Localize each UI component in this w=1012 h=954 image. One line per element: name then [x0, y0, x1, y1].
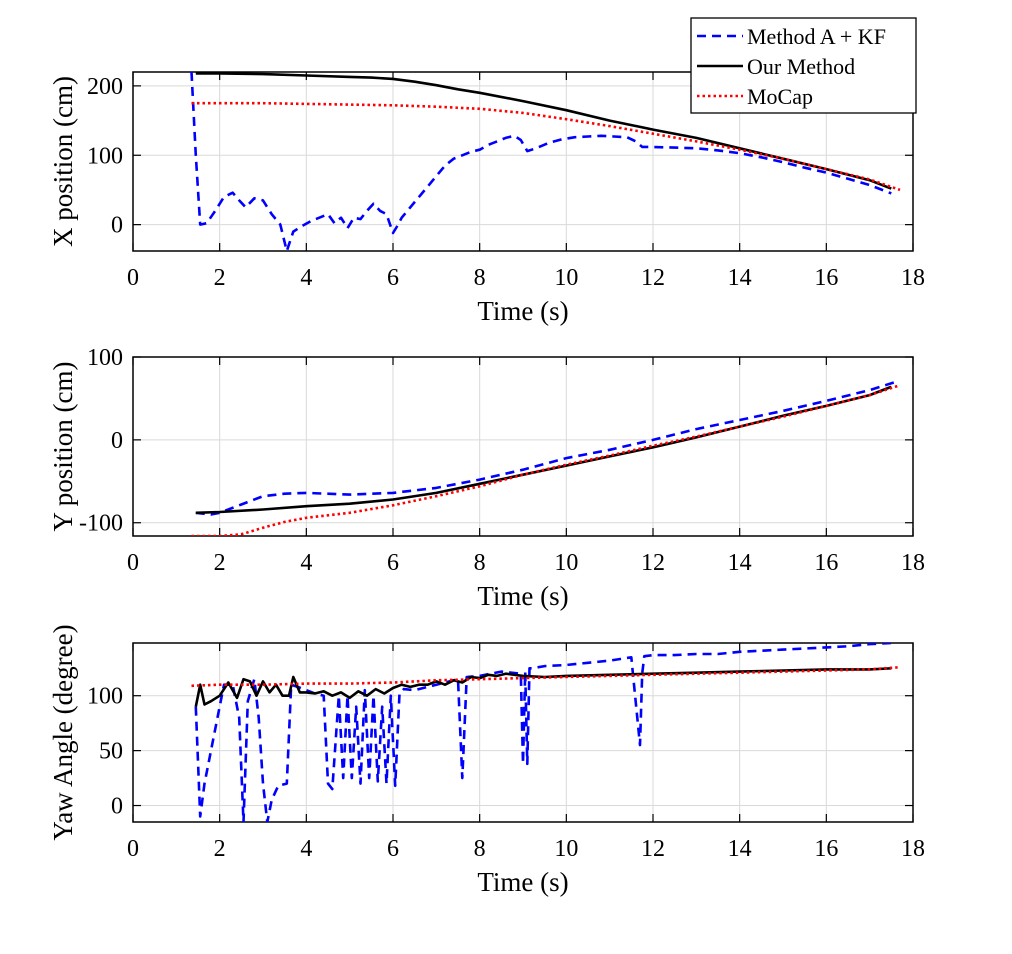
x-tick-label: 6	[387, 550, 399, 576]
y-axis-label: X position (cm)	[48, 76, 78, 247]
series-line-method-a-kf	[194, 643, 892, 822]
x-tick-label: 4	[300, 550, 312, 576]
x-axis-label: Time (s)	[477, 867, 568, 897]
x-tick-label: 2	[214, 550, 226, 576]
legend-label: MoCap	[747, 84, 813, 109]
x-tick-label: 8	[474, 550, 486, 576]
series-line-mocap	[191, 665, 901, 688]
y-tick-label: 200	[87, 74, 123, 100]
x-tick-label: 8	[474, 836, 486, 862]
series-line-mocap	[191, 383, 901, 536]
x-tick-label: 18	[901, 836, 925, 862]
x-tick-label: 4	[300, 836, 312, 862]
subplot-1: 0 2 4 6 8 10 12 14 16 18 0 100 200 Time (s) X position…	[48, 71, 925, 326]
y-tick-label: -100	[79, 511, 123, 537]
axes-box	[132, 71, 914, 252]
x-tick-label: 10	[554, 265, 578, 291]
y-tick-label: 0	[111, 213, 123, 239]
x-tick-label: 16	[814, 265, 838, 291]
x-tick-label: 18	[901, 550, 925, 576]
x-tick-label: 14	[728, 836, 752, 862]
x-tick-label: 4	[300, 265, 312, 291]
x-tick-label: 14	[728, 550, 752, 576]
y-axis-label: Y position (cm)	[48, 362, 78, 532]
legend-label: Our Method	[747, 54, 855, 79]
series-line-our-method	[195, 72, 892, 190]
subplot-3: 0 2 4 6 8 10 12 14 16 18 0 50 100 Time (s) Yaw Angle (…	[48, 624, 925, 897]
legend-label: Method A + KF	[747, 24, 886, 49]
x-tick-label: 18	[901, 265, 925, 291]
x-tick-label: 8	[474, 265, 486, 291]
x-tick-label: 12	[641, 550, 665, 576]
y-tick-label: 0	[111, 794, 123, 820]
legend: Method A + KF Our Method MoCap	[690, 17, 917, 114]
y-tick-label: 0	[111, 428, 123, 454]
x-tick-label: 10	[554, 550, 578, 576]
x-axis-label: Time (s)	[477, 581, 568, 611]
series-line-method-a-kf	[195, 380, 897, 516]
x-tick-label: 2	[214, 265, 226, 291]
y-axis-label: Yaw Angle (degree)	[48, 624, 78, 840]
y-tick-label: 100	[87, 345, 123, 371]
x-tick-label: 12	[641, 265, 665, 291]
x-tick-label: 10	[554, 836, 578, 862]
x-tick-label: 0	[127, 265, 139, 291]
x-tick-label: 16	[814, 550, 838, 576]
x-tick-label: 14	[728, 265, 752, 291]
x-tick-label: 12	[641, 836, 665, 862]
series-line-mocap	[191, 101, 901, 192]
series-line-method-a-kf	[190, 72, 892, 251]
y-tick-label: 100	[87, 684, 123, 710]
x-tick-label: 0	[127, 550, 139, 576]
x-tick-label: 0	[127, 836, 139, 862]
axes-box	[132, 642, 914, 823]
x-axis-label: Time (s)	[477, 296, 568, 326]
y-tick-label: 100	[87, 143, 123, 169]
axes-box	[132, 356, 914, 537]
y-tick-label: 50	[99, 739, 123, 765]
x-tick-label: 16	[814, 836, 838, 862]
x-tick-label: 6	[387, 836, 399, 862]
x-tick-label: 2	[214, 836, 226, 862]
legend-box	[690, 17, 917, 114]
x-tick-label: 6	[387, 265, 399, 291]
